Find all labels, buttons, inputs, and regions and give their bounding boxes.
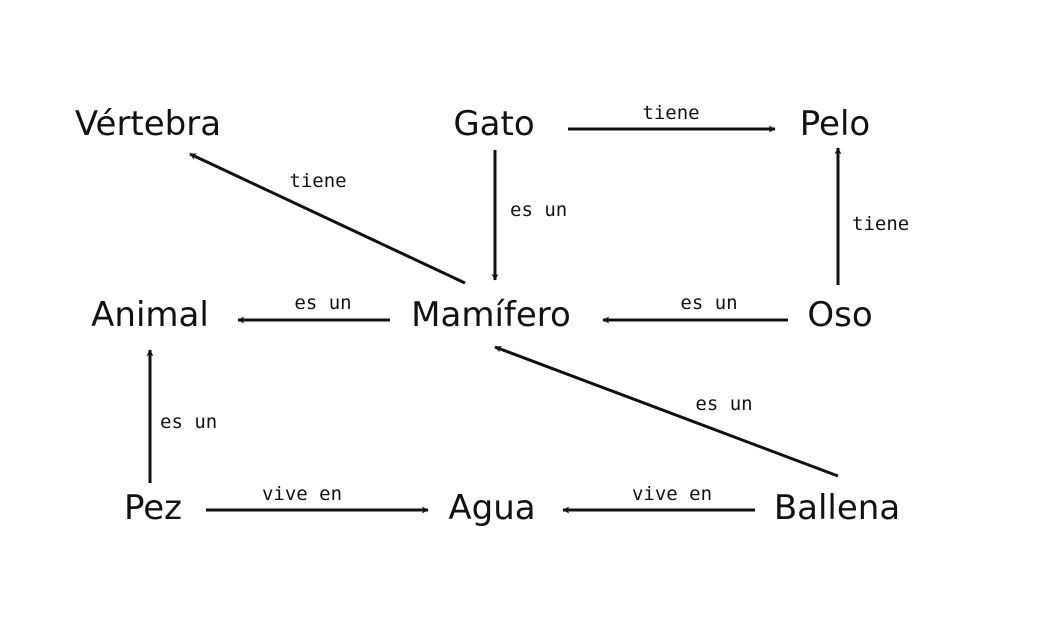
node-pez: Pez	[124, 488, 182, 528]
node-vertebra: Vértebra	[75, 104, 221, 144]
edge-label-pez-animal: es un	[160, 411, 217, 433]
edge-mamifero-vertebra	[189, 152, 466, 285]
edge-label-gato-mamifero: es un	[510, 199, 567, 221]
edge-label-mamifero-vertebra: tiene	[289, 170, 346, 192]
edge-label-ballena-agua: vive en	[632, 483, 712, 505]
node-animal: Animal	[91, 295, 209, 335]
node-oso: Oso	[807, 295, 872, 335]
edge-label-pez-agua: vive en	[262, 483, 342, 505]
node-agua: Agua	[448, 488, 535, 528]
edge-label-gato-pelo: tiene	[642, 102, 699, 124]
edge-ballena-mamifero	[494, 345, 839, 478]
node-ballena: Ballena	[774, 488, 900, 528]
node-mamifero: Mamífero	[411, 295, 571, 335]
edge-label-mamifero-animal: es un	[294, 292, 351, 314]
node-pelo: Pelo	[800, 104, 870, 144]
edge-label-oso-pelo: tiene	[852, 213, 909, 235]
edge-label-ballena-mamifero: es un	[695, 393, 752, 415]
node-gato: Gato	[453, 104, 534, 144]
edge-label-oso-mamifero: es un	[680, 292, 737, 314]
